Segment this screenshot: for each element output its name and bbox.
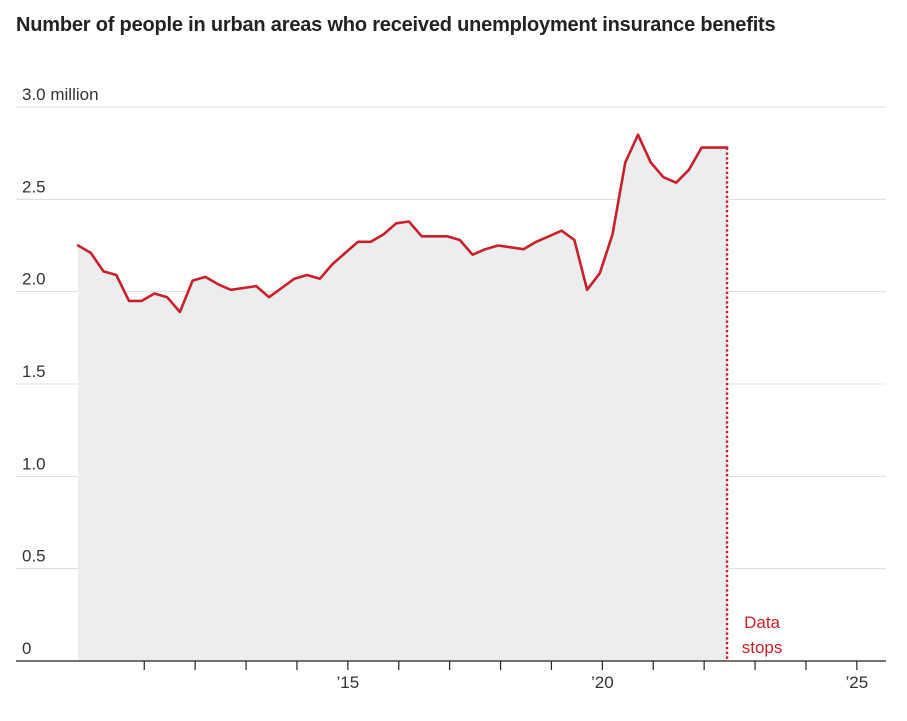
- area-fill-group: [78, 134, 728, 661]
- x-tick-labels: ’15 ’20 ’25: [337, 673, 869, 692]
- series-line: [76, 133, 729, 314]
- area-fill: [78, 134, 728, 661]
- chart-title: Number of people in urban areas who rece…: [16, 14, 776, 36]
- y-tick-label: 1.0: [22, 454, 46, 473]
- y-tick-label: 0.5: [22, 547, 46, 566]
- y-tick-label: 1.5: [22, 362, 46, 381]
- y-tick-label: 2.0: [22, 270, 46, 289]
- annotation-group: Data stops: [725, 147, 783, 661]
- y-tick-labels: 3.0 million 2.5 2.0 1.5 1.0 0.5 0: [22, 85, 99, 658]
- x-tick-label: ’25: [846, 673, 869, 692]
- y-tick-label: 0: [22, 639, 31, 658]
- x-tick-label: ’15: [337, 673, 360, 692]
- data-stops-label-line2: stops: [742, 638, 783, 657]
- x-axis: [16, 660, 886, 670]
- x-tick-label: ’20: [591, 673, 614, 692]
- series-line-group: [76, 133, 729, 314]
- data-stops-label-line1: Data: [744, 613, 780, 632]
- y-tick-label: 3.0 million: [22, 85, 99, 104]
- y-tick-label: 2.5: [22, 177, 46, 196]
